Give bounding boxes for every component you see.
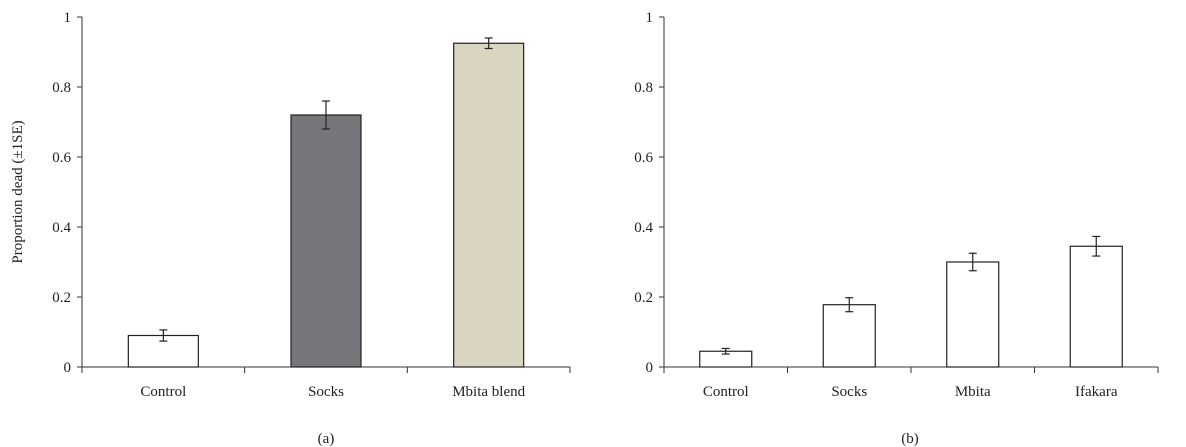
bar-mbita xyxy=(946,261,1000,368)
y-tick-label: 0.4 xyxy=(52,220,71,236)
category-label: Ifakara xyxy=(1075,384,1118,400)
y-axis-title: Proportion dead (±1SE) xyxy=(10,120,26,263)
panel-label: (b) xyxy=(901,431,919,447)
y-tick-label: 0.4 xyxy=(634,220,653,236)
y-tick-label: 0 xyxy=(64,360,72,376)
y-tick-label: 1 xyxy=(646,10,654,26)
panel-label: (a) xyxy=(318,431,335,447)
bar-socks xyxy=(290,114,362,368)
y-tick-label: 0 xyxy=(646,360,654,376)
category-label: Control xyxy=(140,384,186,400)
bar-socks xyxy=(822,304,876,368)
category-label: Socks xyxy=(831,384,867,400)
chart-panel-b: 0 0.2 0.4 0.6 0.8 1 Control Socks Mbita Ifakara (b… xyxy=(634,10,1159,447)
category-label: Socks xyxy=(308,384,344,400)
y-tick-label: 0.2 xyxy=(52,290,71,306)
y-tick-label: 0.2 xyxy=(634,290,653,306)
y-tick-label: 1 xyxy=(64,10,72,26)
y-tick-label: 0.8 xyxy=(634,80,653,96)
chart-panel-a: 0 0.2 0.4 0.6 0.8 1 Control Socks Mbita blend (a)… xyxy=(10,10,571,447)
bar-mbita-blend xyxy=(453,42,525,368)
y-tick-label: 0.8 xyxy=(52,80,71,96)
category-label: Mbita xyxy=(955,384,991,400)
bar-ifakara xyxy=(1069,245,1123,368)
y-tick-label: 0.6 xyxy=(52,150,71,166)
category-label: Control xyxy=(703,384,749,400)
y-tick-label: 0.6 xyxy=(634,150,653,166)
category-label: Mbita blend xyxy=(452,384,525,400)
